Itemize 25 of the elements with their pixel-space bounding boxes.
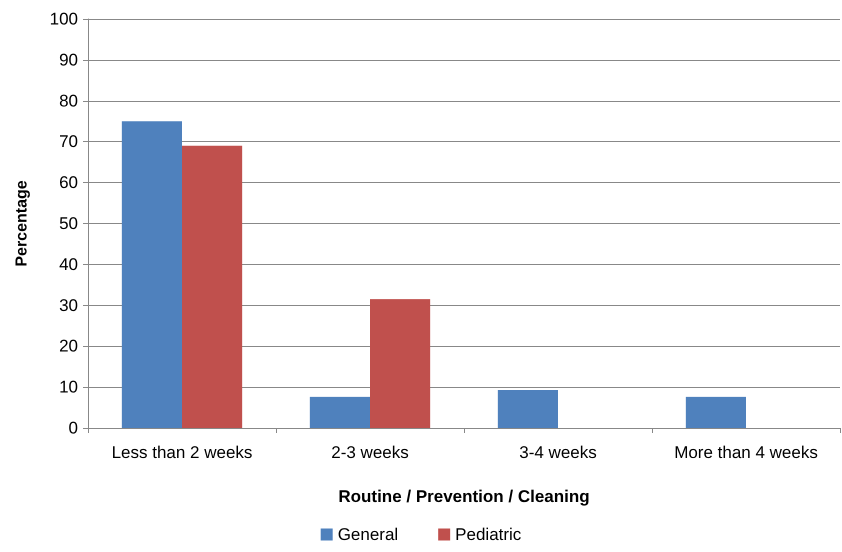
y-tick-label: 90: [59, 50, 78, 70]
bar: [370, 299, 430, 428]
y-tick-label: 70: [59, 132, 78, 152]
y-tick-label: 60: [59, 173, 78, 192]
legend-label: Pediatric: [455, 525, 522, 544]
y-tick-label: 100: [50, 10, 78, 28]
bar: [498, 390, 558, 428]
x-axis-title: Routine / Prevention / Cleaning: [338, 487, 590, 506]
x-tick-label: Less than 2 weeks: [112, 443, 252, 462]
y-tick-label: 30: [59, 296, 78, 315]
y-axis-title: Percentage: [14, 180, 30, 267]
y-tick-label: 40: [59, 254, 78, 274]
y-tick-label: 0: [68, 418, 78, 438]
bar: [686, 396, 746, 428]
x-tick-label: 2-3 weeks: [331, 443, 409, 462]
y-tick-label: 80: [59, 91, 78, 110]
y-tick-label: 50: [59, 214, 78, 233]
x-tick-label: 3-4 weeks: [519, 443, 597, 462]
y-tick-label: 20: [59, 336, 78, 356]
x-tick-label: More than 4 weeks: [674, 443, 818, 462]
y-tick-label: 10: [59, 378, 78, 397]
bar: [182, 146, 242, 428]
bar: [310, 396, 370, 428]
legend-label: General: [338, 525, 398, 544]
bar: [122, 121, 182, 428]
